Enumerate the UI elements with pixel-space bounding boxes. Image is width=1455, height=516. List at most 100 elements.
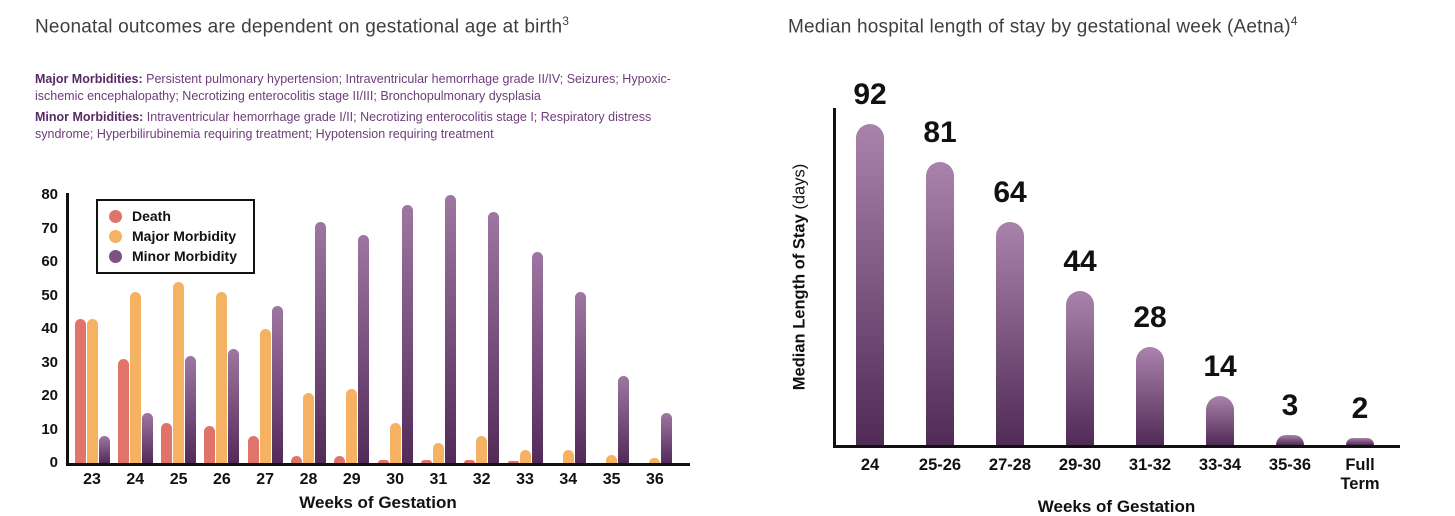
bar-value-label: 3	[1281, 388, 1299, 422]
bar-death-week-32	[464, 459, 476, 463]
major-morbidities-label: Major Morbidities:	[35, 72, 143, 86]
bar-week-full-term	[1346, 438, 1374, 445]
bar-value-label: 81	[923, 116, 957, 150]
y-axis-tick-label: 80	[41, 186, 58, 203]
bar-week-35-36	[1276, 434, 1304, 445]
x-axis-tick-label: 29	[342, 471, 361, 488]
bar-death-week-23	[74, 318, 86, 463]
x-axis-line	[833, 445, 1400, 448]
x-axis-tick-label: 28	[299, 471, 318, 488]
x-axis-tick-label: 25-26	[918, 456, 962, 474]
x-axis-title: Weeks of Gestation	[299, 493, 457, 512]
x-axis-tick-label: 33-34	[1198, 456, 1242, 474]
major-morbidities-text: Persistent pulmonary hypertension; Intra…	[35, 72, 671, 104]
bar-major-morbidity-week-27	[259, 329, 271, 463]
y-axis-tick-label: 40	[41, 320, 58, 337]
bar-death-week-26	[204, 426, 216, 463]
legend-label-death: Death	[132, 208, 171, 224]
bar-major-morbidity-week-25	[173, 282, 185, 463]
bar-week-33-34	[1206, 396, 1234, 445]
bar-minor-morbidity-week-29	[358, 235, 370, 463]
x-axis-tick-label: 31-32	[1128, 456, 1172, 474]
y-axis-tick-label: 60	[41, 253, 58, 270]
major-morbidities-paragraph: Major Morbidities: Persistent pulmonary …	[35, 71, 687, 106]
x-axis-tick-label: 30	[386, 471, 404, 488]
bar-major-morbidity-week-36	[649, 457, 661, 463]
bar-major-morbidity-week-35	[606, 454, 618, 463]
left-chart-title: Neonatal outcomes are dependent on gesta…	[35, 14, 569, 38]
bar-major-morbidity-week-24	[129, 292, 141, 463]
bar-minor-morbidity-week-31	[444, 195, 456, 463]
x-axis-tick-label: 25	[169, 471, 188, 488]
bar-value-label: 2	[1351, 392, 1369, 426]
minor-morbidities-label: Minor Morbidities:	[35, 110, 144, 124]
bar-major-morbidity-week-30	[389, 422, 401, 463]
y-axis-title-main: Median Length of Stay	[790, 214, 809, 391]
bar-week-24	[856, 123, 884, 445]
y-axis-tick-label: 20	[41, 387, 58, 404]
bar-minor-morbidity-week-34	[574, 292, 586, 463]
legend-swatch-major-morbidity	[109, 229, 122, 243]
legend-swatch-death	[109, 209, 122, 223]
bar-major-morbidity-week-34	[562, 449, 574, 463]
x-axis-tick-label: 35	[602, 471, 621, 488]
bar-minor-morbidity-week-28	[315, 221, 326, 463]
bar-minor-morbidity-week-24	[141, 412, 153, 463]
minor-morbidities-paragraph: Minor Morbidities: Intraventricular hemo…	[35, 109, 687, 144]
bar-minor-morbidity-week-25	[185, 355, 197, 463]
x-axis-tick-label: Full Term	[1340, 456, 1380, 493]
bar-death-week-29	[334, 456, 346, 463]
right-chart-title: Median hospital length of stay by gestat…	[788, 14, 1298, 38]
y-axis-line	[833, 108, 836, 448]
legend: Death Major Morbidity Minor Morbidity	[96, 199, 255, 274]
bar-death-week-28	[291, 456, 302, 463]
x-axis-tick-label: 26	[212, 471, 231, 488]
bar-value-label: 44	[1063, 245, 1097, 279]
neonatal-outcomes-bar-chart: 0 10 20 30 40 50 60 70 80 23 24 25 26 27 28 29 30 31 32 33 3…	[33, 186, 705, 516]
bar-major-morbidity-week-26	[216, 292, 228, 463]
legend-item-minor-morbidity: Minor Morbidity	[109, 248, 237, 264]
x-axis-tick-label: 34	[559, 471, 578, 488]
bar-minor-morbidity-week-27	[271, 305, 283, 463]
bar-minor-morbidity-week-33	[531, 251, 543, 463]
legend-item-death: Death	[109, 208, 237, 224]
y-axis-tick-label: 50	[41, 286, 58, 304]
x-axis-tick-label: 33	[516, 471, 534, 488]
bar-minor-morbidity-week-23	[98, 436, 110, 463]
x-axis-tick-label: 27-28	[988, 456, 1032, 474]
x-axis-tick-label: 23	[83, 471, 101, 488]
length-of-stay-bar-chart: 92 24 81 25-26 64 27-28 44 29-30 28 31-32 14 33-34 3…	[786, 78, 1455, 516]
x-axis-line	[66, 463, 690, 466]
x-axis-tick-label: 27	[256, 471, 275, 488]
bar-death-week-25	[161, 422, 173, 463]
x-axis-tick-label: 32	[472, 471, 491, 488]
bar-week-27-28	[996, 221, 1024, 445]
bar-death-week-31	[420, 459, 432, 463]
minor-morbidities-text: Intraventricular hemorrhage grade I/II; …	[35, 110, 652, 142]
right-title-footnote-marker: 4	[1290, 14, 1298, 28]
x-axis-tick-label: 24	[860, 456, 880, 474]
y-axis-title-units: (days)	[790, 163, 809, 215]
bar-minor-morbidity-week-35	[618, 375, 630, 463]
y-axis-tick-label: 0	[49, 454, 58, 471]
y-axis-tick-label: 70	[41, 219, 58, 237]
x-axis-tick-label: 24	[126, 471, 145, 488]
x-axis-tick-label: 36	[645, 471, 664, 488]
bar-death-week-24	[117, 359, 129, 463]
bar-week-31-32	[1136, 347, 1164, 445]
legend-label-major-morbidity: Major Morbidity	[132, 228, 237, 244]
y-axis-title: Median Length of Stay (days)	[791, 164, 810, 390]
bar-value-label: 64	[993, 175, 1027, 209]
left-chart-title-text: Neonatal outcomes are dependent on gesta…	[35, 16, 563, 38]
bar-value-label: 28	[1133, 301, 1167, 335]
y-axis-tick-label: 30	[41, 353, 58, 371]
right-chart-title-text: Median hospital length of stay by gestat…	[788, 16, 1291, 38]
bar-minor-morbidity-week-26	[228, 349, 240, 463]
left-title-footnote-marker: 3	[562, 14, 570, 28]
legend-label-minor-morbidity: Minor Morbidity	[132, 248, 237, 264]
bar-minor-morbidity-week-36	[661, 412, 673, 463]
y-axis-tick-label: 10	[41, 420, 58, 438]
bar-week-25-26	[926, 162, 954, 445]
bar-major-morbidity-week-32	[476, 436, 488, 463]
